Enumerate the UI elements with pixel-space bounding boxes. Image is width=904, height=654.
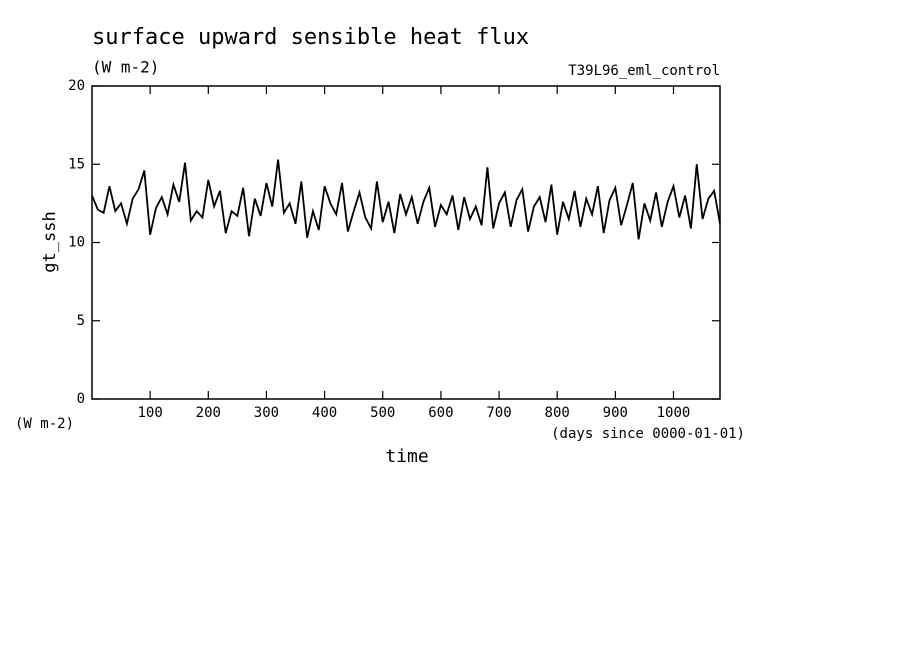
x-tick-label: 900: [603, 405, 628, 421]
x-tick-label: 600: [428, 405, 453, 421]
annotation: T39L96_eml_control: [568, 63, 720, 79]
y-tick-label: 10: [68, 235, 85, 251]
y-axis-label: gt_ssh: [40, 211, 60, 272]
subtitle: (W m-2): [92, 58, 159, 77]
x-units: (days since 0000-01-01): [551, 426, 745, 442]
x-tick-label: 200: [196, 405, 221, 421]
x-tick-label: 300: [254, 405, 279, 421]
x-tick-label: 500: [370, 405, 395, 421]
plot-frame: [91, 85, 721, 400]
x-tick-label: 700: [486, 405, 511, 421]
x-tick-label: 1000: [657, 405, 691, 421]
x-tick-label: 100: [137, 405, 162, 421]
y-tick-label: 5: [77, 313, 85, 329]
data-line: [91, 159, 721, 240]
y-units: (W m-2): [15, 416, 74, 432]
y-tick-label: 0: [77, 391, 85, 407]
x-axis-label: time: [385, 446, 428, 467]
x-tick-label: 400: [312, 405, 337, 421]
x-tick-label: 800: [545, 405, 570, 421]
y-tick-label: 15: [68, 156, 85, 172]
y-tick-label: 20: [68, 78, 85, 94]
chart-title: surface upward sensible heat flux: [92, 25, 529, 50]
